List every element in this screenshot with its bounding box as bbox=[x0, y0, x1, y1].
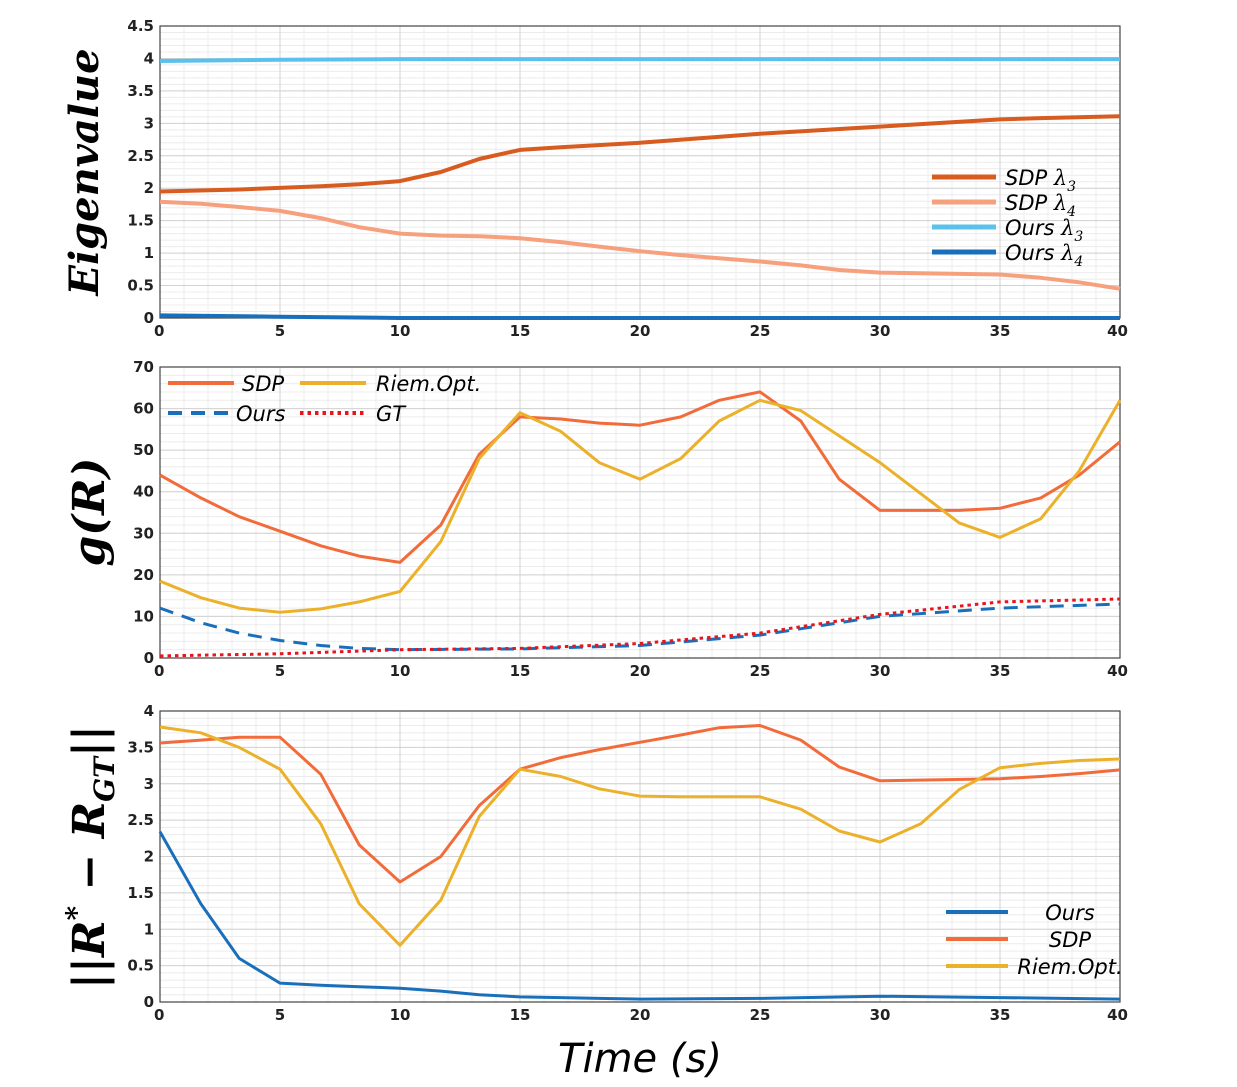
y-tick-label: 0 bbox=[144, 309, 154, 327]
y-tick-label: 10 bbox=[133, 607, 154, 625]
y-tick-label: 2.5 bbox=[127, 147, 154, 165]
legend: Ours SDP Riem.Opt. bbox=[946, 901, 1123, 979]
y-axis-label: ||R* − RGT|| bbox=[60, 725, 121, 989]
x-axis-label: Time (s) bbox=[558, 1036, 722, 1082]
y-tick-label: 0 bbox=[144, 993, 154, 1011]
y-tick-label: 2.5 bbox=[127, 811, 154, 829]
legend-label: Ours bbox=[1045, 901, 1094, 925]
plot-frame bbox=[159, 366, 1121, 659]
plot-frame bbox=[159, 710, 1121, 1003]
x-tick-label: 20 bbox=[630, 322, 651, 340]
legend-label: Ours λ4 bbox=[1005, 241, 1083, 270]
y-tick-label: 4 bbox=[144, 702, 154, 720]
y-tick-label: 20 bbox=[133, 566, 154, 584]
series-line-riem-opt- bbox=[159, 725, 1121, 947]
y-tick-label: 3 bbox=[144, 775, 154, 793]
legend-label: SDP λ4 bbox=[1005, 191, 1076, 220]
x-tick-label: 30 bbox=[870, 1006, 891, 1024]
x-tick-label: 15 bbox=[510, 662, 531, 680]
panel-2: 0 5 10 15 20 25 30 35 40 0 10 20 30 40 50 60 70 bbox=[133, 358, 1128, 680]
y-tick-label: 4.5 bbox=[127, 17, 154, 35]
y-tick-label: 60 bbox=[133, 400, 154, 418]
x-tick-label: 15 bbox=[510, 322, 531, 340]
y-tick-label: 40 bbox=[133, 483, 154, 501]
series-line-gt bbox=[159, 597, 1121, 658]
legend-label: SDP bbox=[1049, 928, 1092, 952]
series-line-sdp-4 bbox=[159, 199, 1121, 291]
series-line-ours bbox=[158, 831, 1121, 1001]
series-line-sdp bbox=[159, 390, 1121, 564]
y-tick-label: 50 bbox=[133, 441, 154, 459]
legend-label: SDP bbox=[242, 372, 285, 396]
x-tick-label: 25 bbox=[750, 1006, 771, 1024]
y-tick-label: 70 bbox=[133, 358, 154, 376]
series-line-ours bbox=[159, 602, 1121, 652]
y-tick-label: 1 bbox=[144, 920, 154, 938]
x-tick-label: 15 bbox=[510, 1006, 531, 1024]
x-tick-label: 10 bbox=[390, 662, 411, 680]
x-tick-label: 10 bbox=[390, 1006, 411, 1024]
series-line-riem-opt- bbox=[159, 398, 1122, 614]
x-tick-label: 25 bbox=[750, 322, 771, 340]
legend-label: Riem.Opt. bbox=[1017, 955, 1122, 979]
x-tick-label: 5 bbox=[275, 662, 285, 680]
x-tick-label: 0 bbox=[154, 662, 164, 680]
legend-label: Riem.Opt. bbox=[376, 372, 481, 396]
x-tick-label: 35 bbox=[990, 322, 1011, 340]
panel-3: 0 5 10 15 20 25 30 35 40 0 0.5 1 1.5 2 2.5 3 3.5 4 bbox=[127, 702, 1128, 1024]
legend-label: Ours bbox=[236, 402, 285, 426]
y-tick-label: 3.5 bbox=[127, 738, 154, 756]
x-tick-label: 35 bbox=[990, 1006, 1011, 1024]
y-tick-label: 1.5 bbox=[127, 212, 154, 230]
panel-1: 0 5 10 15 20 25 30 35 40 0 0.5 1 1.5 2 2.5 3 3.5 4 4.5 bbox=[127, 17, 1128, 340]
x-tick-label: 35 bbox=[990, 662, 1011, 680]
x-tick-label: 5 bbox=[275, 1006, 285, 1024]
series-line-sdp-3 bbox=[159, 114, 1121, 194]
x-tick-label: 0 bbox=[154, 322, 164, 340]
x-tick-label: 40 bbox=[1107, 662, 1128, 680]
series-line-ours-4 bbox=[159, 313, 1120, 320]
x-tick-label: 40 bbox=[1107, 1006, 1128, 1024]
series-line-sdp bbox=[159, 724, 1121, 884]
legend-label: SDP λ3 bbox=[1005, 166, 1076, 195]
y-tick-label: 2 bbox=[144, 848, 154, 866]
y-tick-label: 1 bbox=[144, 244, 154, 262]
y-axis-label: Eigenvalue bbox=[61, 48, 108, 296]
x-tick-label: 0 bbox=[154, 1006, 164, 1024]
y-tick-label: 4 bbox=[144, 49, 154, 67]
x-tick-label: 40 bbox=[1107, 322, 1128, 340]
y-tick-label: 30 bbox=[133, 524, 154, 542]
x-tick-label: 5 bbox=[275, 322, 285, 340]
x-tick-label: 20 bbox=[630, 1006, 651, 1024]
y-tick-label: 0.5 bbox=[127, 277, 154, 295]
legend: SDP Riem.Opt. Ours GT bbox=[168, 372, 481, 426]
y-tick-label: 2 bbox=[144, 179, 154, 197]
y-tick-label: 0.5 bbox=[127, 957, 154, 975]
y-axis-label: g(R) bbox=[64, 458, 115, 567]
y-tick-label: 0 bbox=[144, 649, 154, 667]
y-tick-label: 1.5 bbox=[127, 884, 154, 902]
y-tick-label: 3 bbox=[144, 114, 154, 132]
y-tick-label: 3.5 bbox=[127, 82, 154, 100]
x-tick-label: 20 bbox=[630, 662, 651, 680]
legend-label: Ours λ3 bbox=[1005, 216, 1083, 245]
x-tick-label: 30 bbox=[870, 322, 891, 340]
series-line-ours-3 bbox=[159, 57, 1120, 63]
x-tick-label: 10 bbox=[390, 322, 411, 340]
x-tick-label: 30 bbox=[870, 662, 891, 680]
legend-label: GT bbox=[376, 402, 407, 426]
x-tick-label: 25 bbox=[750, 662, 771, 680]
